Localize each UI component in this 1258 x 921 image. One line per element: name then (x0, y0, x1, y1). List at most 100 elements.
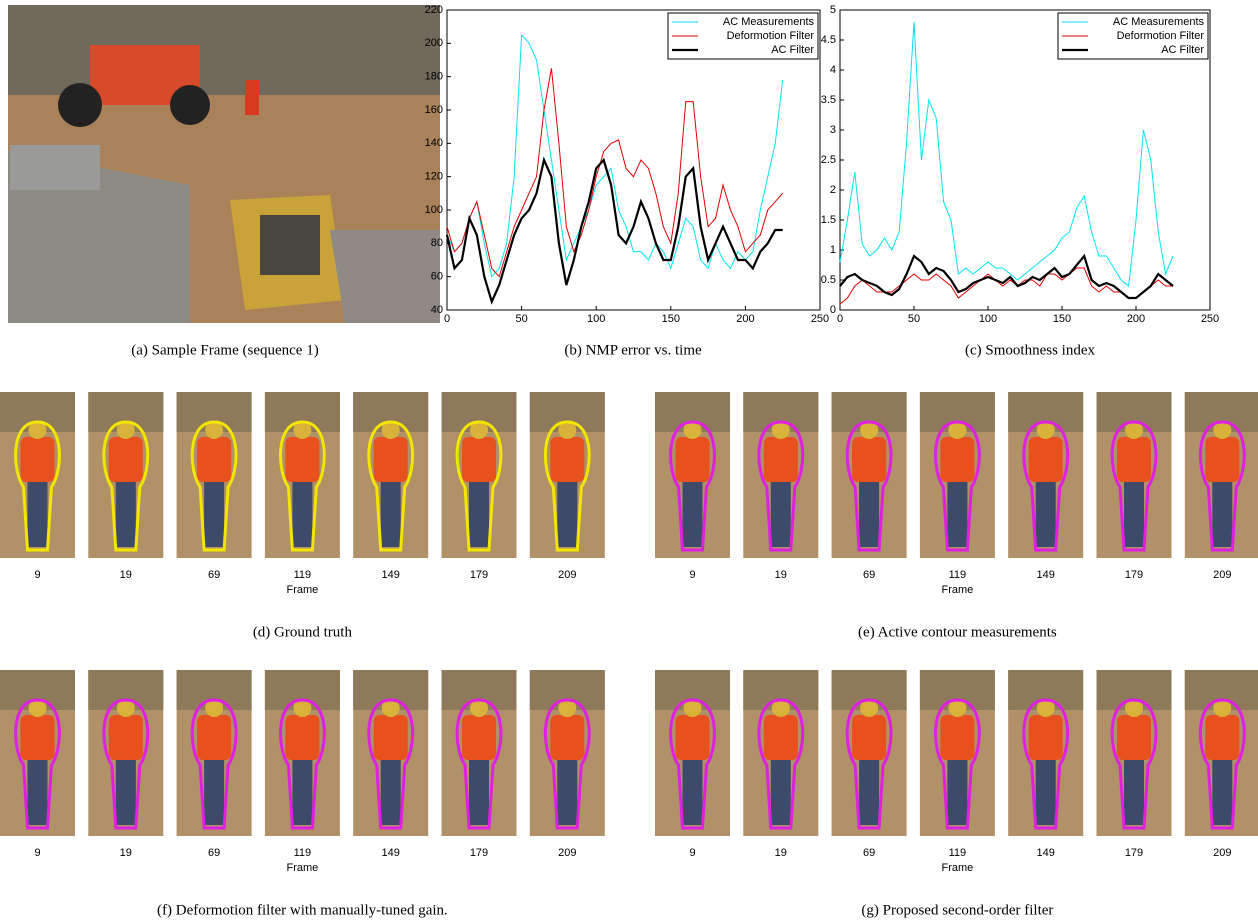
caption: (d) Ground truth (253, 624, 353, 640)
y-tick-label: 3 (830, 124, 836, 136)
frame-thumbnail (655, 392, 730, 558)
person-legs (1036, 755, 1056, 825)
person-torso (764, 715, 798, 760)
frame-thumbnail (177, 392, 252, 558)
frame-label: 69 (208, 847, 220, 859)
caption: (c) Smoothness index (965, 342, 1095, 358)
y-tick-label: 3.5 (821, 94, 836, 106)
y-tick-label: 200 (425, 37, 443, 49)
frame-label: 19 (775, 569, 787, 581)
frame-label: 119 (294, 569, 312, 581)
person-legs (859, 477, 879, 547)
frame-label: 69 (208, 569, 220, 581)
x-tick-label: 250 (1201, 313, 1219, 325)
frame-thumbnail (265, 670, 340, 836)
frame-thumbnail (1008, 392, 1083, 558)
frame-label: 179 (1125, 847, 1143, 859)
person-torso (852, 437, 886, 482)
frame-thumbnail (0, 392, 75, 558)
frame-label: 9 (34, 569, 40, 581)
x-axis-label: Frame (287, 862, 319, 874)
frame-thumbnail (655, 670, 730, 836)
person-legs (381, 477, 401, 547)
legend-label: Deformotion Filter (1117, 30, 1205, 42)
frame-label: 179 (1125, 569, 1143, 581)
person-torso (940, 715, 974, 760)
y-tick-label: 140 (425, 137, 443, 149)
frame-label: 119 (949, 847, 967, 859)
x-axis-label: Frame (942, 584, 974, 596)
person-torso (285, 437, 319, 482)
person-legs (557, 755, 577, 825)
frame-thumbnail (353, 670, 428, 836)
x-tick-label: 100 (587, 313, 605, 325)
person-torso (550, 437, 584, 482)
person-torso (764, 437, 798, 482)
person-legs (683, 755, 703, 825)
frame-thumbnail (832, 392, 907, 558)
person-torso (852, 715, 886, 760)
person-legs (859, 755, 879, 825)
x-tick-label: 250 (811, 313, 829, 325)
y-tick-label: 1 (830, 244, 836, 256)
frame-label: 149 (382, 569, 400, 581)
legend-label: AC Filter (1161, 44, 1204, 56)
y-tick-label: 0.5 (821, 274, 836, 286)
person-legs (1124, 755, 1144, 825)
person-legs (1124, 477, 1144, 547)
frame-label: 209 (558, 847, 576, 859)
legend-label: AC Filter (771, 44, 814, 56)
frame-thumbnail (1008, 670, 1083, 836)
person-legs (683, 477, 703, 547)
caption: (a) Sample Frame (sequence 1) (131, 342, 318, 358)
caption: (f) Deformotion filter with manually-tun… (157, 902, 448, 918)
frame-label: 209 (1213, 569, 1231, 581)
y-tick-label: 5 (830, 4, 836, 16)
frame-label: 209 (1213, 847, 1231, 859)
x-tick-label: 50 (908, 313, 920, 325)
caption: (b) NMP error vs. time (564, 342, 702, 358)
x-tick-label: 50 (515, 313, 527, 325)
person-legs (1212, 755, 1232, 825)
frame-label: 69 (863, 569, 875, 581)
frame-thumbnail (920, 392, 995, 558)
y-tick-label: 220 (425, 4, 443, 16)
person-legs (292, 477, 312, 547)
frame-thumbnail (530, 670, 605, 836)
y-tick-label: 4.5 (821, 34, 836, 46)
person-legs (1036, 477, 1056, 547)
person-legs (204, 755, 224, 825)
person-torso (940, 437, 974, 482)
person-torso (676, 437, 710, 482)
person-legs (204, 477, 224, 547)
frame-label: 119 (949, 569, 967, 581)
frame-label: 69 (863, 847, 875, 859)
person-legs (557, 477, 577, 547)
frame-label: 149 (1037, 569, 1055, 581)
x-tick-label: 200 (1127, 313, 1145, 325)
person-legs (771, 477, 791, 547)
person-torso (1117, 715, 1151, 760)
legend-label: Deformotion Filter (727, 30, 815, 42)
person-torso (1205, 437, 1239, 482)
y-tick-label: 120 (425, 171, 443, 183)
person-torso (109, 437, 143, 482)
person-legs (116, 755, 136, 825)
frame-label: 149 (1037, 847, 1055, 859)
y-tick-label: 40 (431, 304, 443, 316)
person-legs (381, 755, 401, 825)
x-tick-label: 150 (662, 313, 680, 325)
person-legs (116, 477, 136, 547)
person-torso (21, 437, 55, 482)
frame-label: 179 (470, 569, 488, 581)
y-tick-label: 60 (431, 271, 443, 283)
person-torso (21, 715, 55, 760)
x-tick-label: 0 (444, 313, 450, 325)
x-tick-label: 0 (837, 313, 843, 325)
legend-label: AC Measurements (723, 16, 815, 28)
frame-thumbnail (530, 392, 605, 558)
y-tick-label: 2 (830, 184, 836, 196)
frame-thumbnail (265, 392, 340, 558)
person-torso (676, 715, 710, 760)
y-tick-label: 180 (425, 71, 443, 83)
